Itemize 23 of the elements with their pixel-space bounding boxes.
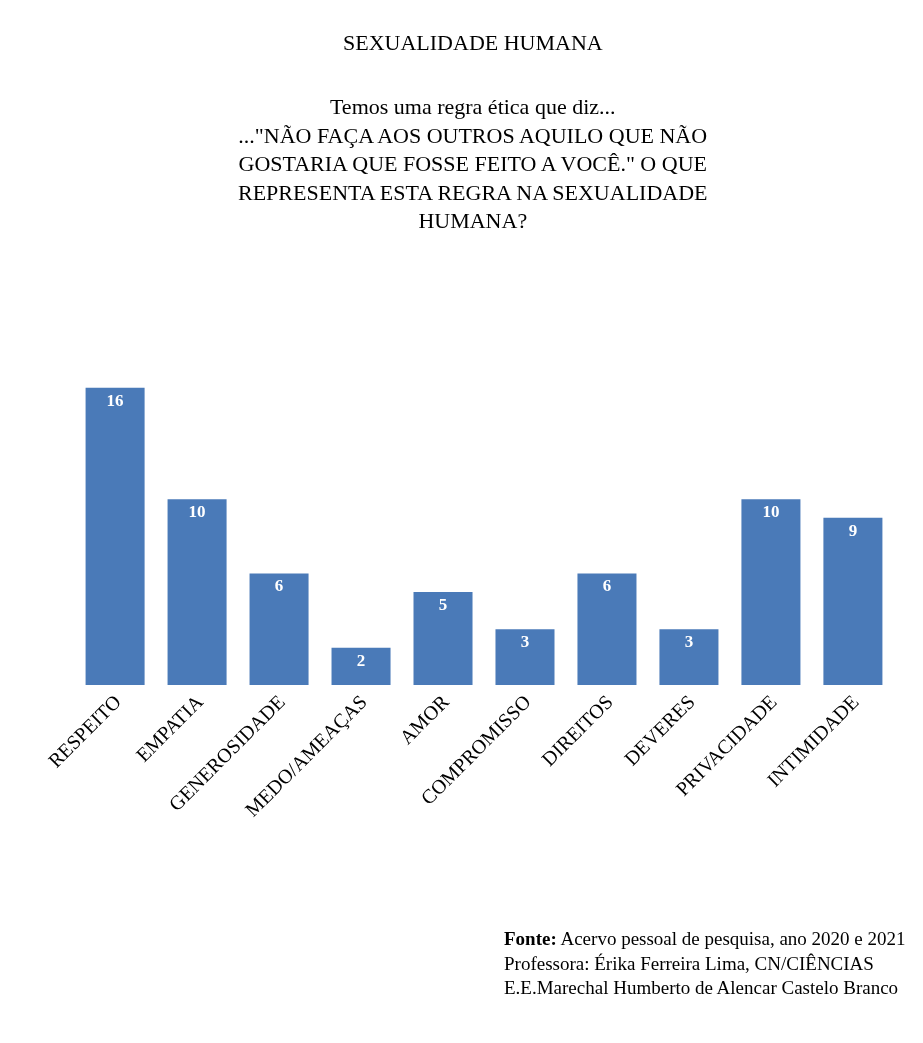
bar xyxy=(659,629,719,685)
data-label: 5 xyxy=(438,595,448,615)
data-label: 6 xyxy=(274,576,284,596)
bar xyxy=(331,647,391,685)
bar xyxy=(249,573,309,685)
bar xyxy=(741,499,801,685)
bar xyxy=(167,499,227,685)
data-label: 3 xyxy=(684,632,694,652)
data-label: 10 xyxy=(762,502,780,522)
bar xyxy=(577,573,637,685)
data-label: 10 xyxy=(188,502,206,522)
chart-subtitle: Temos uma regra ética que diz... ..."NÃO FAÇA AOS OUTROS AQUILO QUE NÃO GOSTARIA QUE FOSSE FEITO A VOCÊ." O QUE REPRESENTA ESTA REGRA NA SEXUALIDADE HUMANA? xyxy=(238,94,708,234)
data-label: 9 xyxy=(848,520,858,540)
bar xyxy=(823,517,883,685)
data-label: 2 xyxy=(356,650,366,670)
chart-title: SEXUALIDADE HUMANA xyxy=(343,30,603,55)
data-label: 3 xyxy=(520,632,530,652)
data-label: 16 xyxy=(106,390,124,410)
data-label: 6 xyxy=(602,576,612,596)
source-note: Fonte: Acervo pessoal de pesquisa, ano 2020 e 2021 Professora: Érika Ferreira Lima, CN/CIÊNCIAS E.E.Marechal Humberto de Alencar Castelo Branco xyxy=(504,928,906,999)
bar xyxy=(85,387,145,685)
bar xyxy=(495,629,555,685)
bar xyxy=(413,592,473,685)
